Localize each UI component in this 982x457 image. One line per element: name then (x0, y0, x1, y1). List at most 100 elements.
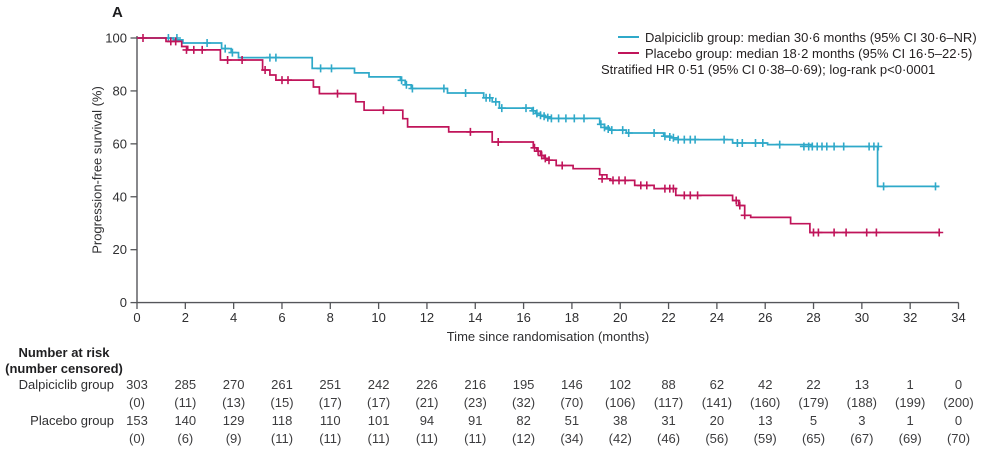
risk-censored-value: (65) (801, 431, 826, 446)
risk-header-line1: Number at risk (18, 345, 110, 360)
risk-censored-value: (11) (367, 431, 390, 446)
risk-censored-value: (59) (753, 431, 777, 446)
x-tick-label: 6 (278, 310, 285, 325)
risk-row-label-placebo: Placebo group (30, 413, 114, 428)
stratified-hr-annotation: Stratified HR 0·51 (95% CI 0·38–0·69); l… (601, 61, 936, 77)
risk-censored-value: (12) (512, 431, 536, 446)
risk-censored-value: (141) (701, 395, 733, 410)
risk-value: 303 (126, 377, 148, 392)
risk-value: 91 (468, 413, 483, 428)
censor-marks-placebo (139, 34, 944, 237)
risk-value: 129 (222, 413, 245, 428)
x-tick-label: 30 (855, 310, 869, 325)
risk-value: 20 (709, 413, 725, 428)
risk-value: 0 (954, 377, 963, 392)
x-tick-label: 8 (327, 310, 334, 325)
risk-value: 102 (609, 377, 632, 392)
risk-censored-value: (70) (560, 395, 584, 410)
risk-value: 22 (806, 377, 821, 392)
dalpiciclib-line-swatch (618, 36, 639, 38)
risk-censored-value: (179) (798, 395, 829, 410)
risk-value: 270 (222, 377, 245, 392)
x-tick-label: 28 (806, 310, 820, 325)
risk-value: 261 (271, 377, 293, 392)
risk-censored-value: (15) (270, 395, 294, 410)
legend-label-dalpiciclib: Dalpiciclib group: median 30·6 months (9… (645, 29, 977, 45)
risk-value: 146 (561, 377, 583, 392)
legend-item-dalpiciclib: Dalpiciclib group: median 30·6 months (9… (618, 29, 977, 45)
risk-header-line2: (number censored) (5, 361, 123, 376)
risk-value: 153 (126, 413, 148, 428)
risk-value: 1 (906, 377, 914, 392)
risk-value: 82 (516, 413, 531, 428)
y-tick-label: 80 (113, 83, 127, 98)
y-tick-label: 40 (113, 189, 127, 204)
x-tick-label: 22 (661, 310, 675, 325)
x-tick-label: 2 (182, 310, 189, 325)
y-tick-label: 60 (113, 136, 127, 151)
risk-censored-value: (32) (512, 395, 536, 410)
risk-censored-value: (11) (270, 431, 294, 446)
y-tick-label: 100 (105, 31, 127, 46)
risk-censored-value: (117) (653, 395, 684, 410)
risk-censored-value: (42) (608, 431, 632, 446)
risk-value: 88 (661, 377, 676, 392)
placebo-line-swatch (618, 52, 639, 54)
legend-item-placebo: Placebo group: median 18·2 months (95% C… (618, 45, 977, 61)
risk-censored-value: (11) (464, 431, 487, 446)
risk-table-header: Number at risk (number censored) (0, 345, 128, 377)
x-tick-label: 16 (516, 310, 530, 325)
risk-censored-value: (67) (850, 431, 874, 446)
risk-value: 195 (512, 377, 535, 392)
risk-censored-value: (160) (750, 395, 781, 410)
risk-censored-value: (0) (129, 431, 145, 446)
y-tick-label: 20 (113, 242, 127, 257)
y-tick-label: 0 (120, 295, 127, 310)
risk-censored-value: (46) (656, 431, 681, 446)
number-at-risk-table: Number at risk (number censored) Dalpici… (0, 345, 982, 455)
risk-censored-value: (9) (225, 431, 242, 446)
panel-label: A (112, 4, 123, 21)
risk-censored-value: (69) (898, 431, 922, 446)
x-tick-label: 26 (758, 310, 772, 325)
risk-value: 5 (809, 413, 818, 428)
legend-label-placebo: Placebo group: median 18·2 months (95% C… (645, 45, 973, 61)
x-tick-label: 10 (371, 310, 385, 325)
risk-censored-value: (70) (946, 431, 971, 446)
risk-value: 38 (613, 413, 628, 428)
risk-censored-value: (0) (129, 395, 145, 410)
risk-value: 101 (367, 413, 390, 428)
risk-censored-value: (200) (943, 395, 974, 410)
risk-value: 3 (858, 413, 866, 428)
risk-censored-value: (11) (174, 395, 197, 410)
risk-value: 251 (319, 377, 342, 392)
x-tick-label: 18 (565, 310, 579, 325)
risk-value: 51 (564, 413, 580, 428)
risk-value: 0 (954, 413, 963, 428)
risk-censored-value: (11) (415, 431, 439, 446)
x-tick-label: 20 (613, 310, 627, 325)
risk-censored-value: (17) (367, 395, 391, 410)
risk-value: 242 (367, 377, 390, 392)
risk-value: 62 (709, 377, 725, 392)
risk-row-label-dalpiciclib: Dalpiciclib group (18, 377, 114, 392)
risk-value: 226 (416, 377, 438, 392)
risk-censored-value: (188) (846, 395, 878, 410)
risk-value: 1 (906, 413, 914, 428)
risk-censored-value: (106) (605, 395, 636, 410)
risk-censored-value: (13) (222, 395, 246, 410)
x-tick-label: 32 (903, 310, 917, 325)
risk-censored-value: (11) (319, 431, 342, 446)
risk-censored-value: (56) (705, 431, 729, 446)
risk-value: 42 (757, 377, 773, 392)
risk-value: 140 (174, 413, 197, 428)
x-axis-title: Time since randomisation (months) (446, 329, 650, 344)
risk-censored-value: (17) (318, 395, 342, 410)
risk-censored-value: (199) (894, 395, 926, 410)
risk-censored-value: (34) (560, 431, 584, 446)
x-tick-label: 24 (710, 310, 724, 325)
x-tick-label: 14 (468, 310, 482, 325)
risk-value: 94 (419, 413, 435, 428)
risk-value: 13 (854, 377, 870, 392)
